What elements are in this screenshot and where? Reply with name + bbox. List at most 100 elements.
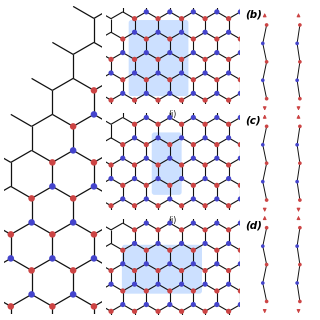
Point (156, 30, 161, 35)
Point (297, 124, 302, 129)
Point (214, 156, 220, 161)
Point (120, 77, 125, 82)
Point (203, 16, 208, 21)
Point (156, 163, 161, 168)
Point (264, 96, 269, 101)
Point (226, 98, 231, 103)
Point (297, 299, 302, 304)
Point (167, 220, 172, 226)
Point (191, 248, 196, 253)
Text: (i): (i) (169, 110, 177, 119)
Point (179, 98, 184, 103)
Point (238, 302, 243, 307)
Point (297, 262, 302, 267)
Point (120, 142, 125, 147)
Point (144, 220, 149, 226)
Point (8, 232, 13, 237)
Point (238, 248, 243, 253)
Point (203, 163, 208, 168)
Point (179, 57, 184, 62)
Point (156, 268, 161, 273)
Point (226, 241, 231, 246)
Point (120, 36, 125, 42)
Point (294, 142, 300, 147)
Point (214, 183, 220, 188)
Point (97, 183, 102, 188)
Point (120, 50, 125, 55)
Point (179, 122, 184, 127)
Point (8, 256, 13, 261)
Point (132, 70, 137, 76)
Point (226, 57, 231, 62)
Point (108, 203, 114, 208)
Point (71, 268, 76, 273)
Point (297, 225, 302, 230)
Point (191, 156, 196, 161)
Point (144, 77, 149, 82)
Point (297, 59, 302, 64)
Point (238, 183, 243, 188)
Point (144, 248, 149, 253)
Point (132, 122, 137, 127)
Point (71, 196, 76, 201)
Point (179, 309, 184, 314)
Point (294, 280, 300, 285)
Point (191, 261, 196, 266)
Point (260, 280, 265, 285)
Point (179, 16, 184, 21)
Point (167, 183, 172, 188)
Point (8, 304, 13, 309)
Point (167, 196, 172, 202)
Point (156, 203, 161, 208)
Point (144, 183, 149, 188)
Point (108, 282, 114, 287)
Point (167, 9, 172, 14)
Point (92, 184, 97, 189)
Point (132, 135, 137, 140)
Point (297, 96, 302, 101)
Point (179, 135, 184, 140)
Point (214, 261, 220, 266)
Point (156, 176, 161, 181)
Point (144, 302, 149, 307)
Point (132, 227, 137, 232)
Point (191, 36, 196, 42)
Point (167, 50, 172, 55)
Point (120, 196, 125, 202)
Point (167, 142, 172, 147)
Point (120, 248, 125, 253)
FancyBboxPatch shape (122, 245, 202, 294)
Point (203, 176, 208, 181)
Point (203, 135, 208, 140)
Point (238, 142, 243, 147)
Point (214, 248, 220, 253)
Point (156, 241, 161, 246)
Point (226, 122, 231, 127)
Point (226, 309, 231, 314)
Point (108, 163, 114, 168)
Point (156, 227, 161, 232)
Point (264, 59, 269, 64)
Point (203, 57, 208, 62)
Point (260, 78, 265, 83)
Point (92, 112, 97, 117)
Point (132, 16, 137, 21)
Point (260, 41, 265, 46)
Point (179, 30, 184, 35)
Point (132, 241, 137, 246)
Point (92, 256, 97, 261)
Point (92, 160, 97, 165)
Point (191, 115, 196, 120)
Point (144, 50, 149, 55)
Point (294, 78, 300, 83)
Point (132, 176, 137, 181)
Point (238, 9, 243, 14)
Point (167, 36, 172, 42)
Point (29, 292, 34, 297)
Point (108, 268, 114, 273)
Point (144, 142, 149, 147)
Point (167, 156, 172, 161)
Point (264, 197, 269, 203)
Point (214, 77, 220, 82)
Point (294, 41, 300, 46)
